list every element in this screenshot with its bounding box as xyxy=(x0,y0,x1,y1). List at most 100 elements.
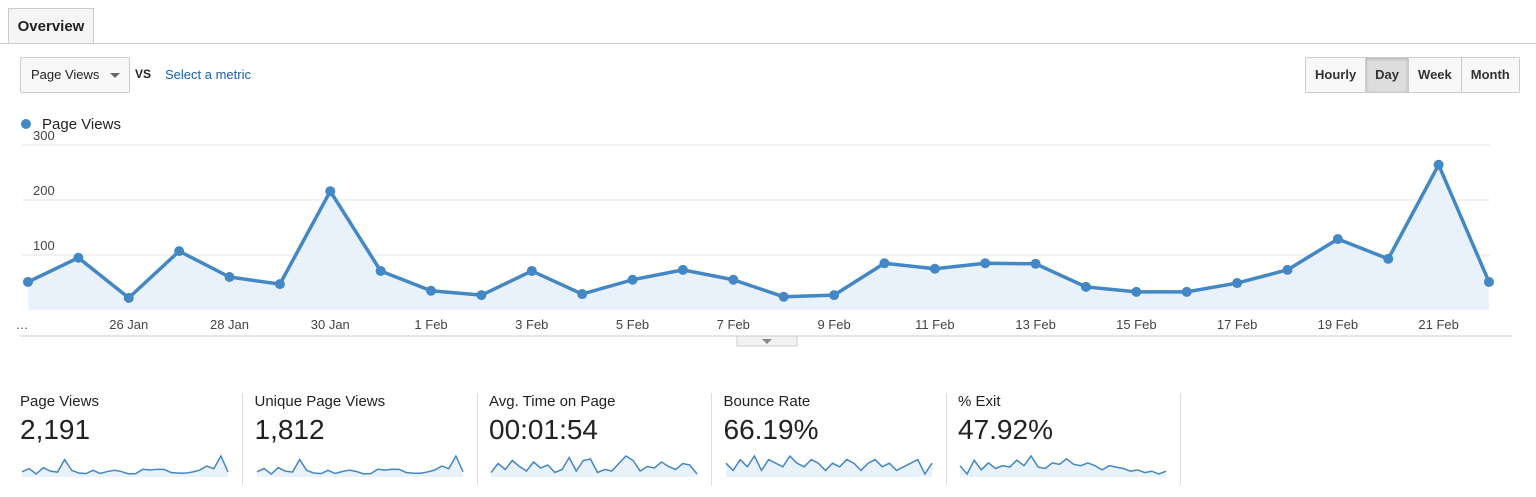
data-point xyxy=(1282,264,1293,275)
metric: % Exit 47.92% xyxy=(958,393,1192,485)
divider xyxy=(0,43,1536,44)
data-point xyxy=(929,263,940,274)
granularity-button[interactable]: Day xyxy=(1365,58,1409,92)
data-point xyxy=(829,290,840,301)
data-point xyxy=(73,252,84,263)
x-tick-label: 26 Jan xyxy=(109,317,148,332)
sparkline xyxy=(959,454,1167,477)
data-point xyxy=(426,285,437,296)
data-point xyxy=(224,272,235,282)
sparkline xyxy=(490,455,698,477)
sparkline-area xyxy=(256,456,463,477)
metric-label: % Exit xyxy=(958,393,1001,410)
data-point xyxy=(1433,159,1444,170)
chart: Page Views 100 200 300 … 26 Jan 28 Jan 30 Jan 1 … xyxy=(16,116,1512,347)
data-point xyxy=(1080,281,1091,292)
data-point xyxy=(577,289,588,300)
data-point xyxy=(274,279,285,290)
metric-value: 2,191 xyxy=(20,414,91,445)
data-point xyxy=(1181,286,1192,297)
metric-label: Page Views xyxy=(20,393,99,410)
data-point xyxy=(325,186,336,197)
x-tick-label: 3 Feb xyxy=(515,317,548,332)
metric-label: Avg. Time on Page xyxy=(489,393,616,410)
select-metric-link[interactable]: Select a metric xyxy=(165,67,251,82)
y-tick-label: 100 xyxy=(33,238,55,253)
sparkline xyxy=(724,454,933,477)
metric-value: 1,812 xyxy=(254,414,325,445)
metric-value: 66.19% xyxy=(723,414,819,445)
sparkline-area xyxy=(725,456,932,477)
sparkline-area xyxy=(960,456,1166,477)
sparkline-line xyxy=(724,454,933,476)
legend-marker xyxy=(21,119,31,129)
data-point xyxy=(728,274,739,285)
data-point xyxy=(1383,253,1394,264)
x-tick-label: 1 Feb xyxy=(414,317,447,332)
metric-value: 47.92% xyxy=(958,414,1053,445)
y-tick-label: 300 xyxy=(33,128,55,143)
metric: Avg. Time on Page 00:01:54 xyxy=(489,393,723,485)
granularity-group: Hourly Day Week Month xyxy=(1305,57,1520,93)
metric-label: Bounce Rate xyxy=(723,393,811,410)
data-point xyxy=(375,265,386,276)
data-point xyxy=(123,292,134,303)
data-point xyxy=(879,258,890,269)
x-tick-label: 19 Feb xyxy=(1318,317,1358,332)
data-point xyxy=(778,291,789,302)
handle-arrow xyxy=(762,339,772,344)
metric-separator xyxy=(476,393,478,485)
sparkline-line xyxy=(959,454,1167,476)
metric-label: Unique Page Views xyxy=(254,393,386,410)
metric: Unique Page Views 1,812 xyxy=(255,393,489,485)
x-tick-label: 21 Feb xyxy=(1418,317,1458,332)
metric: Page Views 2,191 xyxy=(20,393,254,485)
metric-dropdown[interactable]: Page Views xyxy=(20,57,130,93)
sparkline xyxy=(21,454,229,477)
metric-value: 00:01:54 xyxy=(489,414,598,445)
x-tick-label: 11 Feb xyxy=(915,317,955,332)
data-point xyxy=(174,246,185,257)
x-tick-label: 7 Feb xyxy=(717,317,750,332)
dropdown-label: Page Views xyxy=(31,67,100,82)
x-tick-label: 30 Jan xyxy=(311,317,350,332)
sparkline xyxy=(256,454,464,477)
data-point xyxy=(980,258,991,269)
data-point xyxy=(1484,276,1494,287)
metric-separator xyxy=(711,393,712,485)
x-tick-label: 9 Feb xyxy=(817,317,850,332)
caret xyxy=(110,73,120,78)
vs-label: VS xyxy=(135,67,152,81)
data-point xyxy=(627,274,638,285)
y-tick-label: 200 xyxy=(33,183,55,198)
area xyxy=(28,164,1489,310)
line xyxy=(27,163,1491,300)
legend-label: Page Views xyxy=(42,116,121,133)
data-point xyxy=(476,290,487,301)
x-tick-label: 13 Feb xyxy=(1015,317,1055,332)
sparkline-line xyxy=(21,454,229,475)
metric-separator xyxy=(1180,393,1181,485)
sparkline-area xyxy=(22,456,228,477)
data-point xyxy=(1030,258,1041,269)
metric: Bounce Rate 66.19% xyxy=(724,393,958,485)
sparkline-line xyxy=(256,454,464,475)
data-point xyxy=(1131,286,1142,297)
data-point xyxy=(23,276,33,287)
granularity-button[interactable]: Month xyxy=(1460,58,1519,92)
tab[interactable]: Overview xyxy=(8,8,94,43)
metric-separator xyxy=(945,393,947,485)
granularity-button[interactable]: Hourly xyxy=(1306,58,1366,92)
data-point xyxy=(1332,234,1343,245)
data-point xyxy=(526,265,537,276)
metric-separator xyxy=(242,393,243,485)
data-point xyxy=(1232,278,1243,289)
x-tick-label: 15 Feb xyxy=(1116,317,1156,332)
x-tick-label: 17 Feb xyxy=(1217,317,1257,332)
x-tick-label: 5 Feb xyxy=(616,317,649,332)
x-tick-label: 28 Jan xyxy=(210,317,249,332)
data-point xyxy=(677,264,688,275)
x-tick-label: … xyxy=(16,317,29,332)
granularity-button[interactable]: Week xyxy=(1408,58,1461,92)
